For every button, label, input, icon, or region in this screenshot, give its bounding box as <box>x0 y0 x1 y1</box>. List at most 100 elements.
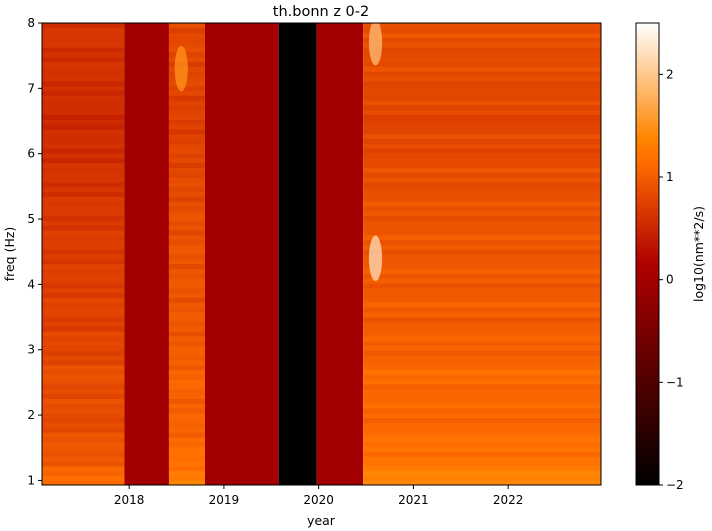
heatmap-cell <box>42 133 125 140</box>
heatmap-cell <box>363 90 601 96</box>
heatmap-cell <box>168 302 205 308</box>
heatmap-cell <box>168 104 205 111</box>
heatmap-cell <box>363 393 601 399</box>
x-axis: 2018 2019 2020 2021 2022 <box>114 485 524 507</box>
heatmap-cell <box>42 321 125 327</box>
heatmap-cell <box>363 100 601 106</box>
heatmap-cell <box>168 157 205 164</box>
heatmap-cell <box>42 398 125 404</box>
heatmap-cell <box>42 75 125 82</box>
heatmap-cell <box>363 133 601 140</box>
heatmap-segment <box>363 23 601 485</box>
y-tick-label: 5 <box>27 212 35 226</box>
heatmap-cell <box>168 345 205 351</box>
heatmap-cell <box>363 215 601 221</box>
heatmap-cell <box>168 90 205 96</box>
heatmap-cell <box>42 210 125 217</box>
heatmap-cell <box>168 258 205 265</box>
heatmap-cell <box>42 278 125 284</box>
heatmap-cell <box>42 138 125 144</box>
y-tick-label: 7 <box>27 81 35 95</box>
heatmap-cell <box>363 95 601 101</box>
x-tick-label: 2019 <box>209 493 240 507</box>
heatmap-cell <box>363 446 601 452</box>
heatmap-cell <box>42 177 125 183</box>
heatmap-cell <box>42 359 125 366</box>
heatmap-cell <box>42 56 125 63</box>
y-tick-label: 8 <box>27 16 35 30</box>
colorbar <box>635 22 660 486</box>
chart-title: th.bonn z 0-2 <box>273 4 369 20</box>
heatmap-cell <box>168 436 205 443</box>
heatmap-cell <box>42 374 125 380</box>
heatmap-cell <box>168 331 205 337</box>
heatmap-cell <box>363 379 601 385</box>
heatmap-cell <box>363 326 601 332</box>
heatmap-cell <box>363 152 601 159</box>
heatmap-cell <box>168 335 205 342</box>
heatmap-cell <box>168 215 205 221</box>
heatmap-cell <box>363 403 601 409</box>
heatmap-cell <box>42 239 125 245</box>
heatmap-cell <box>363 456 601 462</box>
heatmap-cell <box>316 23 364 485</box>
heatmap-cell <box>42 249 125 255</box>
heatmap-cell <box>363 465 601 472</box>
heatmap-cell <box>42 205 125 212</box>
heatmap-cell <box>363 254 601 260</box>
heatmap-cell <box>363 37 601 43</box>
heatmap-cell <box>168 292 205 298</box>
heatmap-cell <box>42 66 125 72</box>
heatmap-cell <box>363 427 601 433</box>
heatmap-cell <box>363 27 601 34</box>
heatmap-cell <box>168 27 205 34</box>
heatmap-cell <box>42 456 125 462</box>
heatmap-cell <box>363 124 601 130</box>
x-tick-label: 2021 <box>398 493 429 507</box>
heatmap-cell <box>363 398 601 404</box>
heatmap-cell <box>42 124 125 130</box>
heatmap-cell <box>42 225 125 231</box>
heatmap-cell <box>168 109 205 116</box>
heatmap-cell <box>42 302 125 308</box>
heatmap-cell <box>363 316 601 322</box>
heatmap-cell <box>42 311 125 318</box>
heatmap-cell <box>168 239 205 245</box>
heatmap-cell <box>168 465 205 472</box>
heatmap-cell <box>168 456 205 462</box>
heatmap-cell <box>168 42 205 48</box>
heatmap-cell <box>363 273 601 279</box>
heatmap-cell <box>42 350 125 356</box>
heatmap-cell <box>168 475 205 481</box>
heatmap-cell <box>168 383 205 390</box>
heatmap-cell <box>168 470 205 476</box>
heatmap-cell <box>168 374 205 380</box>
heatmap-cell <box>168 138 205 144</box>
heatmap-cell <box>168 287 205 294</box>
heatmap-cell <box>168 95 205 101</box>
heatmap-cell <box>168 278 205 284</box>
heatmap-hotspot <box>368 23 383 66</box>
heatmap-cell <box>42 345 125 351</box>
heatmap-area <box>42 23 601 485</box>
heatmap-cell <box>42 51 125 58</box>
heatmap-cell <box>363 302 601 308</box>
heatmap-cell <box>363 306 601 313</box>
heatmap-cell <box>363 359 601 366</box>
heatmap-cell <box>168 167 205 173</box>
heatmap-cell <box>168 316 205 322</box>
heatmap-cell <box>363 331 601 337</box>
colorbar-tick-label: 0 <box>666 273 674 287</box>
heatmap-cell <box>363 157 601 164</box>
heatmap-cell <box>42 388 125 395</box>
heatmap-cell <box>42 23 125 29</box>
heatmap-cell <box>168 379 205 385</box>
x-tick-label: 2022 <box>493 493 524 507</box>
heatmap-cell <box>168 37 205 43</box>
heatmap-cell <box>363 475 601 481</box>
heatmap-cell <box>42 316 125 322</box>
heatmap-cell <box>204 23 279 485</box>
heatmap-cell <box>363 220 601 226</box>
heatmap-cell <box>363 234 601 241</box>
